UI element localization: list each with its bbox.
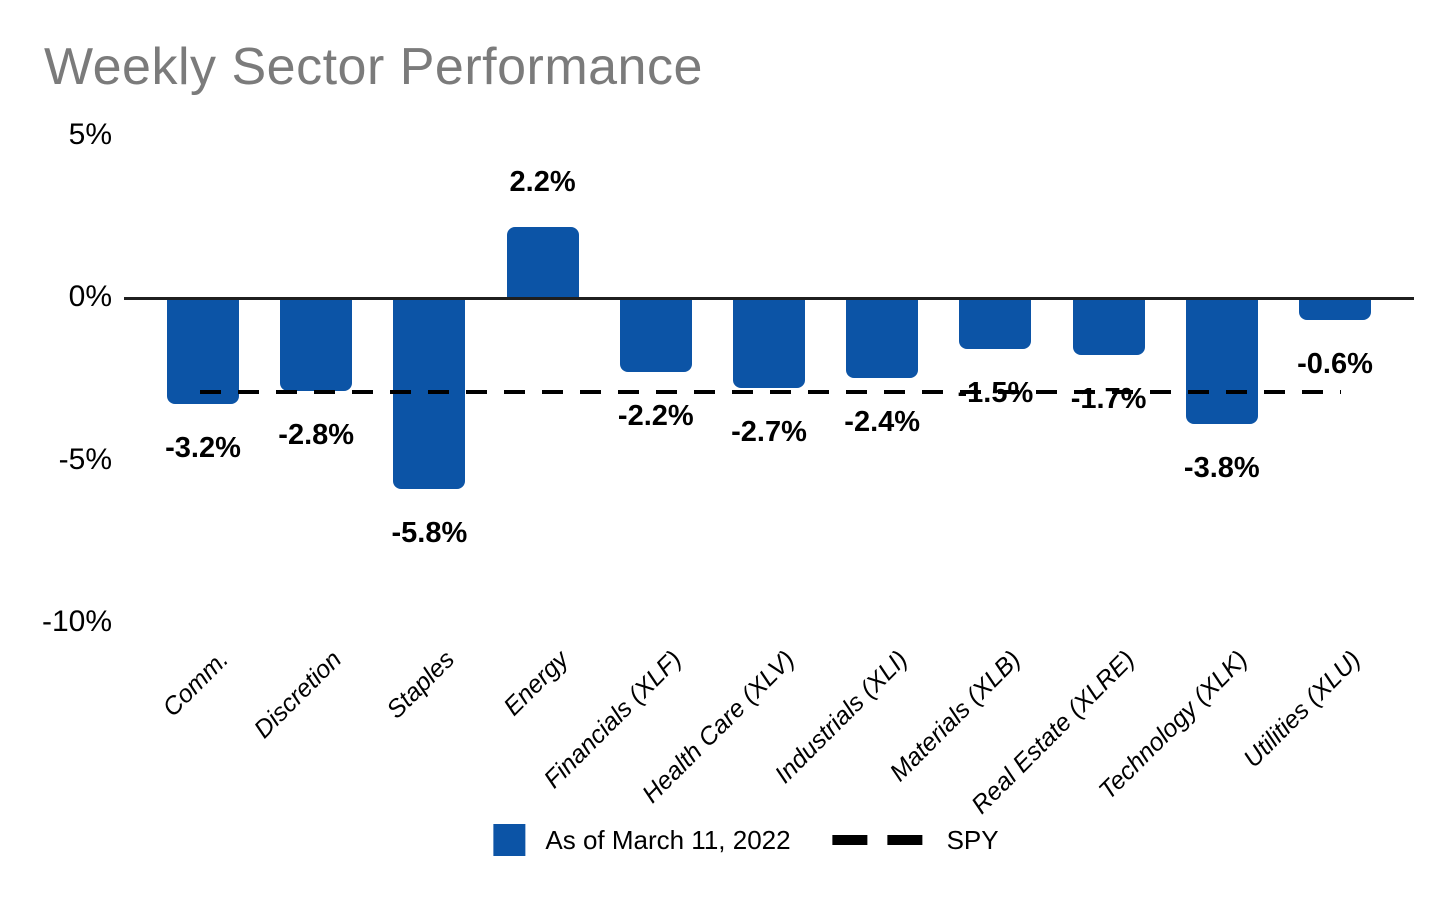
plot-area: 5% 0% -5% -10% -3.2% Comm. -2.8% Discret… (42, 110, 1414, 870)
bar-health-care-xlv (733, 300, 805, 388)
legend-dash-segment-icon (832, 835, 868, 845)
zero-axis-line (124, 296, 1414, 300)
bar-value-label: -1.7% (1070, 383, 1147, 416)
bar-industrials-xli (846, 300, 919, 378)
bar-value-label: -0.6% (1297, 347, 1373, 380)
spy-dashed-line (200, 390, 1341, 395)
bar-energy (506, 226, 579, 298)
bar-value-label: -3.2% (165, 432, 241, 464)
bar-discretion (280, 300, 353, 391)
bar-value-label: 2.2% (509, 165, 576, 198)
y-axis-tick-label: 5% (68, 117, 112, 151)
legend-bar-swatch-icon (493, 824, 526, 856)
bar-technology-xlk (1185, 300, 1258, 424)
bar-value-label: -1.5% (957, 376, 1034, 409)
chart-title: Weekly Sector Performance (44, 38, 703, 96)
legend-spy-label: SPY (946, 824, 999, 855)
legend-dashed-line-icon (832, 835, 923, 845)
x-axis-category-label: Staples (381, 645, 461, 725)
bar-value-label: -5.8% (391, 516, 468, 549)
bar-value-label: -2.2% (617, 399, 694, 432)
bar-value-label: -2.4% (844, 406, 921, 438)
bar-value-label: -3.8% (1183, 451, 1260, 484)
bar-real-estate-xlre (1072, 300, 1145, 356)
bar-comm (167, 300, 239, 404)
bar-value-label: -2.7% (731, 415, 807, 448)
legend: As of March 11, 2022 SPY (493, 824, 999, 856)
y-axis-tick-label: 0% (68, 280, 112, 313)
y-axis-tick-label: -10% (41, 605, 112, 638)
x-axis-category-label: Technology (XLK) (1093, 645, 1253, 805)
y-axis-tick-label: -5% (58, 442, 112, 476)
bar-value-label: -2.8% (278, 419, 355, 451)
legend-dash-segment-icon (887, 835, 923, 845)
x-axis-category-label: Discretion (248, 645, 348, 744)
bar-financials-xlf (619, 300, 692, 372)
bar-utilities-xlu (1299, 300, 1371, 320)
x-axis-category-label: Utilities (XLU) (1238, 645, 1367, 774)
legend-series-label: As of March 11, 2022 (545, 824, 791, 855)
bar-staples (393, 300, 466, 489)
bar-materials-xlb (959, 300, 1032, 349)
